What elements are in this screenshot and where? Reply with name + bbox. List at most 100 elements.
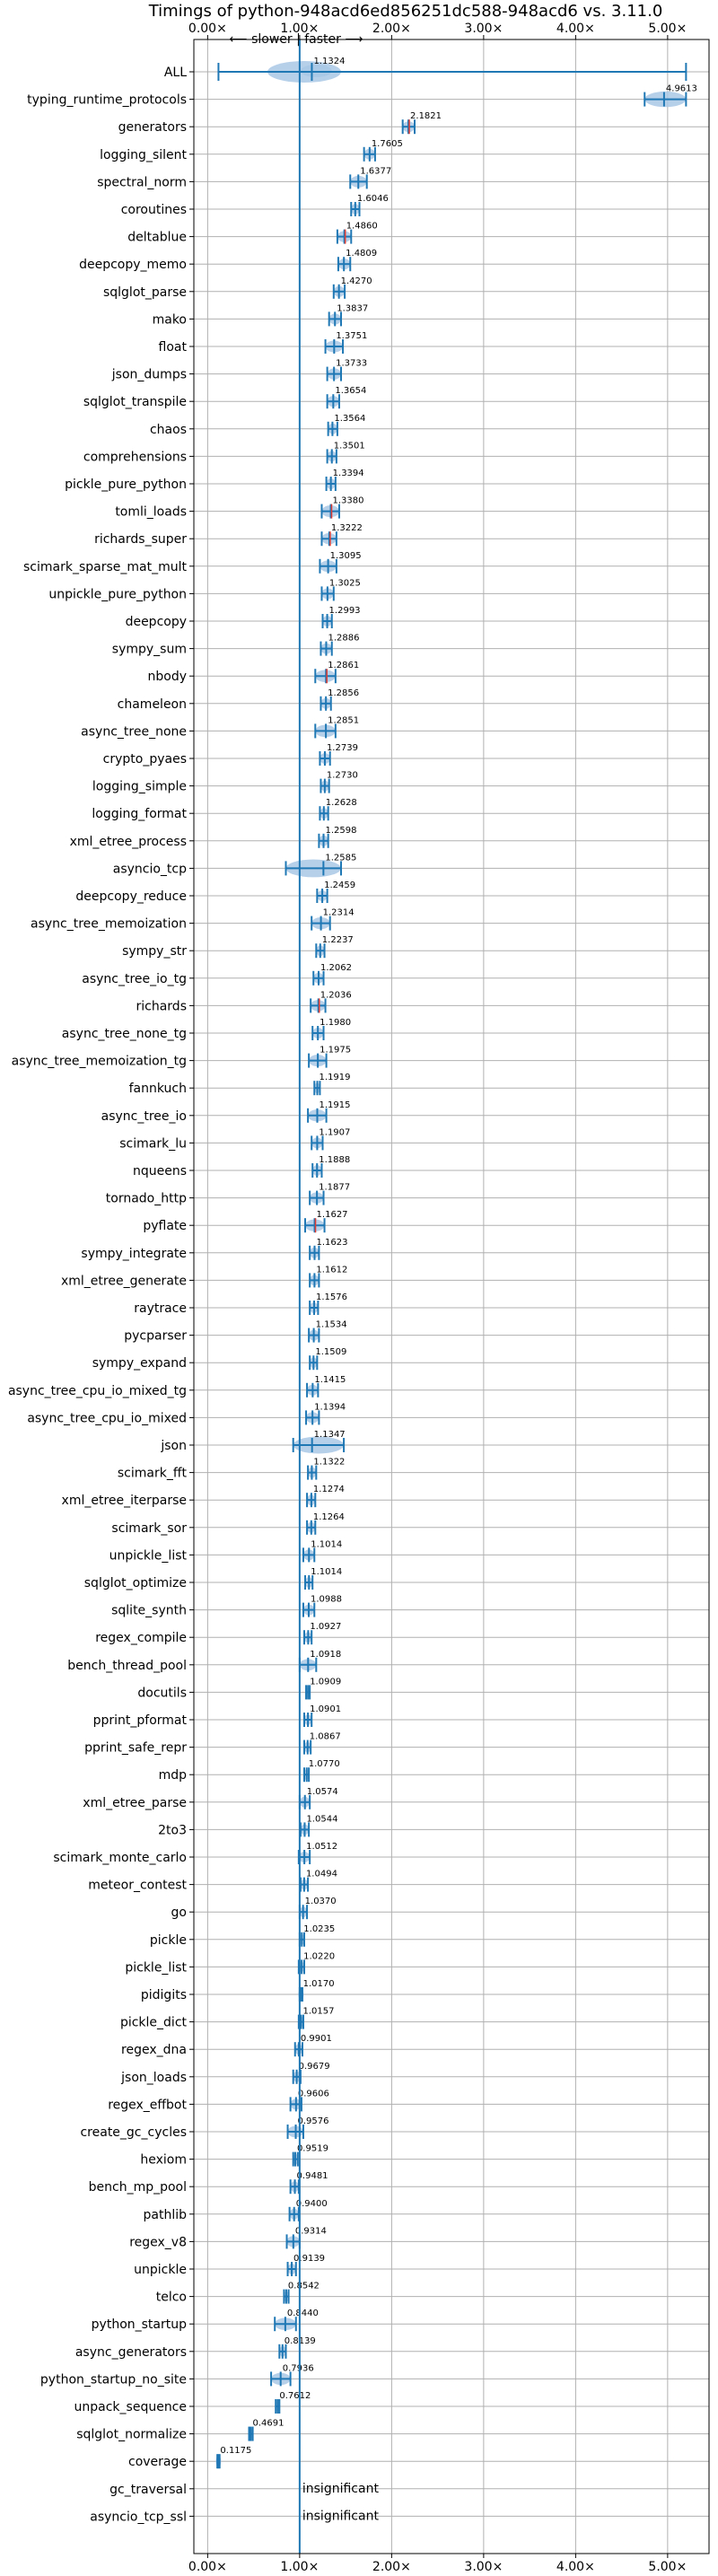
benchmark-label: python_startup_no_site bbox=[40, 2372, 187, 2387]
benchmark-label: bench_mp_pool bbox=[89, 2180, 187, 2195]
benchmark-violin: 0.7612 bbox=[275, 2391, 311, 2414]
value-label: 1.3380 bbox=[333, 496, 364, 506]
benchmark-violin: 1.4860 bbox=[336, 222, 378, 244]
benchmark-violin: 1.3751 bbox=[324, 331, 367, 354]
value-label: 0.8542 bbox=[288, 2282, 320, 2291]
benchmark-label: fannkuch bbox=[129, 1082, 187, 1096]
benchmark-violin: 0.9400 bbox=[288, 2199, 328, 2221]
benchmark-violin: 1.1888 bbox=[311, 1155, 350, 1178]
benchmark-label: create_gc_cycles bbox=[80, 2125, 187, 2140]
benchmark-violin: 1.1623 bbox=[309, 1238, 348, 1260]
benchmark-violin: 1.0512 bbox=[297, 1842, 337, 1864]
value-label: 1.3654 bbox=[335, 386, 366, 396]
value-label: 0.1175 bbox=[220, 2446, 251, 2456]
value-label: 1.3222 bbox=[331, 523, 363, 533]
value-label: 1.1415 bbox=[314, 1375, 346, 1385]
x-tick-label-top: 4.00× bbox=[556, 22, 595, 36]
benchmark-label: pprint_safe_repr bbox=[84, 1741, 187, 1756]
benchmark-violin: 1.7605 bbox=[363, 139, 403, 162]
benchmark-label: pyflate bbox=[143, 1219, 187, 1233]
benchmark-violin: 1.1612 bbox=[309, 1265, 347, 1288]
benchmark-label: sympy_expand bbox=[92, 1356, 187, 1371]
benchmark-label: sympy_sum bbox=[112, 643, 187, 657]
benchmark-violin: 1.2459 bbox=[316, 881, 355, 903]
benchmark-violin: 0.9314 bbox=[285, 2226, 327, 2249]
value-label: 1.4809 bbox=[346, 249, 377, 258]
benchmark-label: unpickle_pure_python bbox=[48, 587, 187, 601]
chart-title: Timings of python-948acd6ed856251dc588-9… bbox=[148, 2, 663, 21]
benchmark-violin: 1.3380 bbox=[320, 496, 364, 519]
benchmark-label: telco bbox=[156, 2291, 187, 2305]
value-label: 0.9576 bbox=[298, 2116, 329, 2126]
benchmark-label: coroutines bbox=[121, 203, 187, 217]
x-axis-ticks: 0.00× 0.00× 1.00× 1.00× 2.00× 2.00× 3.00× 3.00×… bbox=[8, 22, 687, 2574]
x-tick-label-bottom: 0.00× bbox=[188, 2560, 227, 2574]
x-tick-label-top: 5.00× bbox=[648, 22, 687, 36]
value-label: 1.2628 bbox=[326, 798, 357, 808]
value-label: 1.0909 bbox=[310, 1677, 341, 1687]
benchmark-label: docutils bbox=[137, 1686, 187, 1700]
benchmark-violin: 1.1877 bbox=[309, 1183, 350, 1205]
benchmark-label: typing_runtime_protocols bbox=[27, 93, 187, 108]
benchmark-violin: 1.0370 bbox=[298, 1897, 337, 1920]
benchmark-violin: 1.3394 bbox=[325, 469, 364, 491]
value-label: 1.3837 bbox=[337, 303, 368, 313]
x-tick-label-top: 3.00× bbox=[464, 22, 503, 36]
x-tick-label-top: 0.00× bbox=[188, 22, 227, 36]
x-tick-label-top: 2.00× bbox=[372, 22, 411, 36]
value-label: 1.1627 bbox=[317, 1210, 348, 1220]
benchmark-violin: 1.2993 bbox=[321, 606, 361, 628]
benchmark-label: generators bbox=[118, 120, 187, 135]
value-label: 1.0220 bbox=[303, 1951, 335, 1961]
benchmark-violin: 1.1915 bbox=[307, 1100, 351, 1123]
benchmark-label: json_dumps bbox=[111, 368, 187, 382]
benchmark-label: crypto_pyaes bbox=[103, 752, 187, 767]
benchmark-label: async_tree_memoization_tg bbox=[12, 1055, 187, 1069]
value-label: 0.8440 bbox=[287, 2309, 319, 2318]
benchmark-violin: 1.0574 bbox=[298, 1787, 338, 1809]
benchmark-label: mako bbox=[153, 312, 187, 327]
benchmark-label: xml_etree_parse bbox=[83, 1796, 187, 1810]
benchmark-label: comprehensions bbox=[83, 450, 187, 464]
benchmark-label: json bbox=[160, 1439, 187, 1453]
insignificant-label: insignificant bbox=[302, 2509, 380, 2523]
benchmark-violin: 1.2856 bbox=[320, 688, 359, 711]
gridlines bbox=[194, 39, 709, 2554]
value-label: 1.2585 bbox=[325, 853, 356, 863]
benchmark-label: xml_etree_generate bbox=[61, 1274, 187, 1288]
benchmark-violin: 1.2861 bbox=[314, 661, 359, 684]
value-label: 1.3095 bbox=[330, 551, 362, 561]
value-label: 1.2314 bbox=[323, 908, 355, 918]
benchmark-label: scimark_sparse_mat_mult bbox=[23, 560, 187, 574]
benchmark-label: ALL bbox=[164, 66, 187, 80]
value-label: 1.1264 bbox=[313, 1512, 345, 1522]
value-label: 0.4691 bbox=[252, 2419, 284, 2429]
benchmark-violin: 0.8440 bbox=[274, 2309, 319, 2332]
benchmark-violin: 1.4809 bbox=[337, 249, 377, 272]
benchmark-violin: 1.2036 bbox=[310, 990, 352, 1013]
benchmark-label: deltablue bbox=[127, 231, 187, 245]
value-label: 1.1915 bbox=[320, 1100, 351, 1110]
value-label: 1.1623 bbox=[317, 1238, 348, 1248]
benchmark-violin: 1.2739 bbox=[319, 743, 358, 766]
benchmark-label: pprint_pformat bbox=[93, 1713, 188, 1728]
benchmark-label: async_tree_memoization bbox=[31, 917, 187, 932]
benchmark-label: scimark_lu bbox=[119, 1136, 187, 1151]
value-label: 0.9519 bbox=[297, 2144, 328, 2154]
benchmark-violin: 1.1627 bbox=[304, 1210, 348, 1233]
benchmark-label: coverage bbox=[128, 2455, 187, 2469]
benchmark-violin: 1.1415 bbox=[306, 1375, 346, 1398]
value-label: 0.9400 bbox=[296, 2199, 328, 2209]
value-label: 1.2739 bbox=[327, 743, 358, 753]
benchmark-violin: 1.2628 bbox=[319, 798, 357, 821]
benchmark-label: async_tree_none bbox=[81, 724, 187, 739]
benchmark-violin: 0.9901 bbox=[293, 2034, 332, 2057]
benchmark-label: scimark_sor bbox=[111, 1521, 187, 1536]
benchmark-violin: 1.0927 bbox=[303, 1622, 341, 1645]
benchmark-label: json_loads bbox=[120, 2071, 187, 2085]
value-label: 1.2993 bbox=[329, 606, 361, 616]
benchmark-violin: 1.0909 bbox=[305, 1677, 341, 1700]
value-label: 1.1014 bbox=[311, 1567, 342, 1577]
benchmark-label: logging_format bbox=[92, 807, 187, 821]
